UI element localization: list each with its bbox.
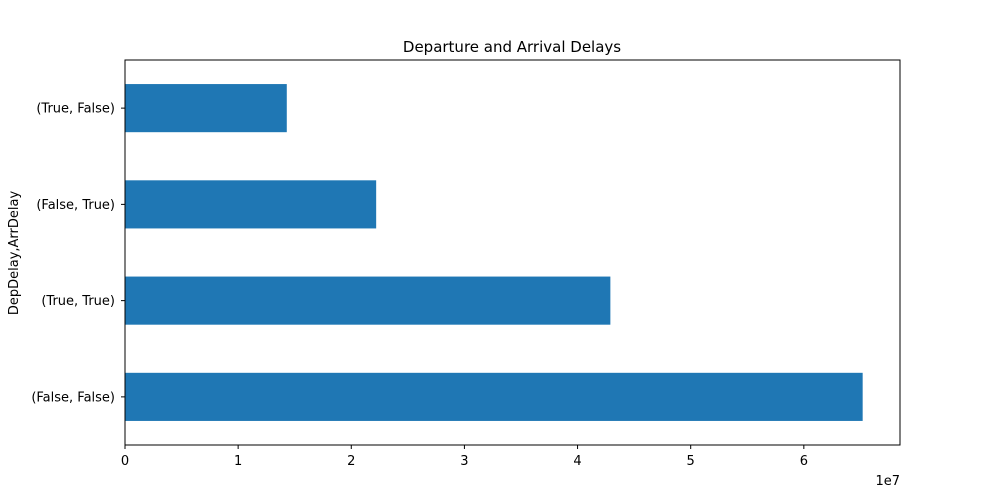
bar [125,180,377,229]
chart-title: Departure and Arrival Delays [403,38,621,56]
y-axis-label: DepDelay,ArrDelay [7,191,22,316]
x-axis-scale-label: 1e7 [875,474,900,489]
x-tick-label: 2 [347,454,355,469]
y-tick-label: (False, True) [36,198,115,213]
bar [125,84,287,133]
bar [125,276,611,325]
y-tick-label: (False, False) [31,390,115,405]
bars-layer [125,84,863,421]
x-tick-label: 1 [234,454,242,469]
x-tick-label: 5 [687,454,695,469]
bar [125,372,863,421]
x-tick-label: 0 [121,454,129,469]
x-tick-label: 3 [460,454,468,469]
axes-layer [124,59,901,446]
y-tick-label: (True, False) [36,102,115,117]
x-tick-label: 4 [573,454,581,469]
x-tick-label: 6 [800,454,808,469]
ticks-layer: (False, False) (True, True) (False, True) (… [31,102,808,469]
plot-frame [124,59,901,446]
y-tick-label: (True, True) [41,294,115,309]
